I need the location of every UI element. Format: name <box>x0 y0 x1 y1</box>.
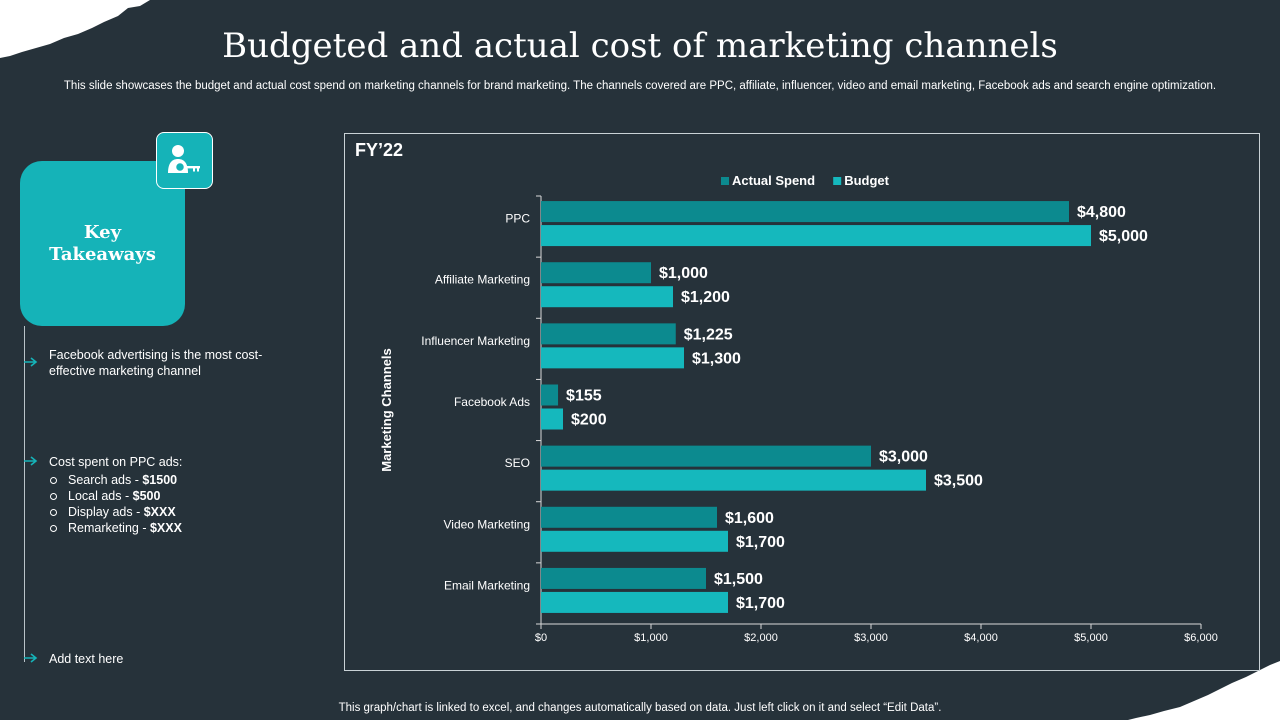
bar-actual <box>541 323 676 345</box>
data-label: $4,800 <box>1077 204 1126 221</box>
y-tick-label: Video Marketing <box>444 517 531 531</box>
key-takeaways-card: Key Takeaways <box>20 161 185 326</box>
key-takeaways-title: Key Takeaways <box>49 221 156 265</box>
data-label: $155 <box>566 388 602 405</box>
list-item: Search ads - $1500 <box>49 472 289 488</box>
legend-label: Budget <box>844 173 889 188</box>
list-item: Remarketing - $XXX <box>49 520 289 536</box>
bar-budget <box>541 530 728 552</box>
takeaway-point: Cost spent on PPC ads: Search ads - $150… <box>49 454 289 536</box>
bar-budget <box>541 469 926 491</box>
arrow-right-icon <box>24 653 38 663</box>
y-axis-title: Marketing Channels <box>379 348 394 472</box>
data-label: $3,000 <box>879 449 928 466</box>
x-tick-label: $6,000 <box>1184 632 1218 644</box>
legend-swatch <box>721 177 729 185</box>
user-key-icon <box>167 144 200 173</box>
bar-actual <box>541 384 559 406</box>
bar-actual <box>541 262 651 284</box>
key-takeaways-badge <box>156 132 213 189</box>
takeaway-text: Cost spent on PPC ads: <box>49 455 183 469</box>
data-label: $1,300 <box>692 350 741 367</box>
data-label: $1,600 <box>725 510 774 527</box>
y-tick-label: Facebook Ads <box>454 395 530 409</box>
bar-chart[interactable]: FY’22 Actual Spend Budget $0 $1,000 $2,000 $3,… <box>345 134 1259 670</box>
takeaway-text: Add text here <box>49 652 124 666</box>
legend-swatch <box>833 177 842 185</box>
data-label: $3,500 <box>934 473 983 490</box>
data-label: $200 <box>571 412 607 429</box>
bar-budget <box>541 225 1091 247</box>
footer-note: This graph/chart is linked to excel, and… <box>338 702 942 714</box>
takeaway-point: Facebook advertising is the most cost-ef… <box>49 347 289 379</box>
x-tick-label: $3,000 <box>854 632 888 644</box>
arrow-right-icon <box>24 357 38 367</box>
takeaway-text: Facebook advertising is the most cost-ef… <box>49 348 263 378</box>
takeaway-point: Add text here <box>49 651 289 667</box>
data-label: $1,200 <box>681 289 730 306</box>
torn-paper-bottom-right <box>1128 661 1280 720</box>
bar-budget <box>541 347 684 369</box>
x-tick-label: $4,000 <box>964 632 998 644</box>
data-label: $1,000 <box>659 265 708 282</box>
y-tick-label: Affiliate Marketing <box>435 273 530 287</box>
list-item: Local ads - $500 <box>49 488 289 504</box>
chart-title: FY’22 <box>355 140 403 160</box>
legend-label: Actual Spend <box>732 173 815 188</box>
x-tick-label: $1,000 <box>634 632 668 644</box>
torn-paper-top-left <box>0 0 150 58</box>
bar-actual <box>541 506 717 528</box>
data-label: $1,700 <box>736 534 785 551</box>
takeaways-timeline-line <box>24 326 25 662</box>
bar-actual <box>541 445 871 467</box>
bar-budget <box>541 286 673 308</box>
bar-actual <box>541 201 1069 223</box>
page-title: Budgeted and actual cost of marketing ch… <box>222 26 1058 66</box>
y-tick-label: SEO <box>505 456 530 470</box>
data-label: $1,700 <box>736 595 785 612</box>
arrow-right-icon <box>24 456 38 466</box>
y-tick-label: Influencer Marketing <box>421 334 530 348</box>
bar-actual <box>541 567 706 589</box>
chart-container[interactable]: FY’22 Actual Spend Budget $0 $1,000 $2,000 $3,… <box>344 133 1260 671</box>
page-subtitle: This slide showcases the budget and actu… <box>63 80 1217 92</box>
list-item: Display ads - $XXX <box>49 504 289 520</box>
x-tick-label: $2,000 <box>744 632 778 644</box>
x-tick-label: $0 <box>535 632 547 644</box>
data-label: $5,000 <box>1099 228 1148 245</box>
ppc-cost-list: Search ads - $1500 Local ads - $500 Disp… <box>49 472 289 536</box>
bar-budget <box>541 408 563 430</box>
x-tick-label: $5,000 <box>1074 632 1108 644</box>
bar-budget <box>541 591 728 613</box>
y-tick-label: PPC <box>505 212 530 226</box>
data-label: $1,500 <box>714 571 763 588</box>
data-label: $1,225 <box>684 326 733 343</box>
y-tick-label: Email Marketing <box>444 578 530 592</box>
